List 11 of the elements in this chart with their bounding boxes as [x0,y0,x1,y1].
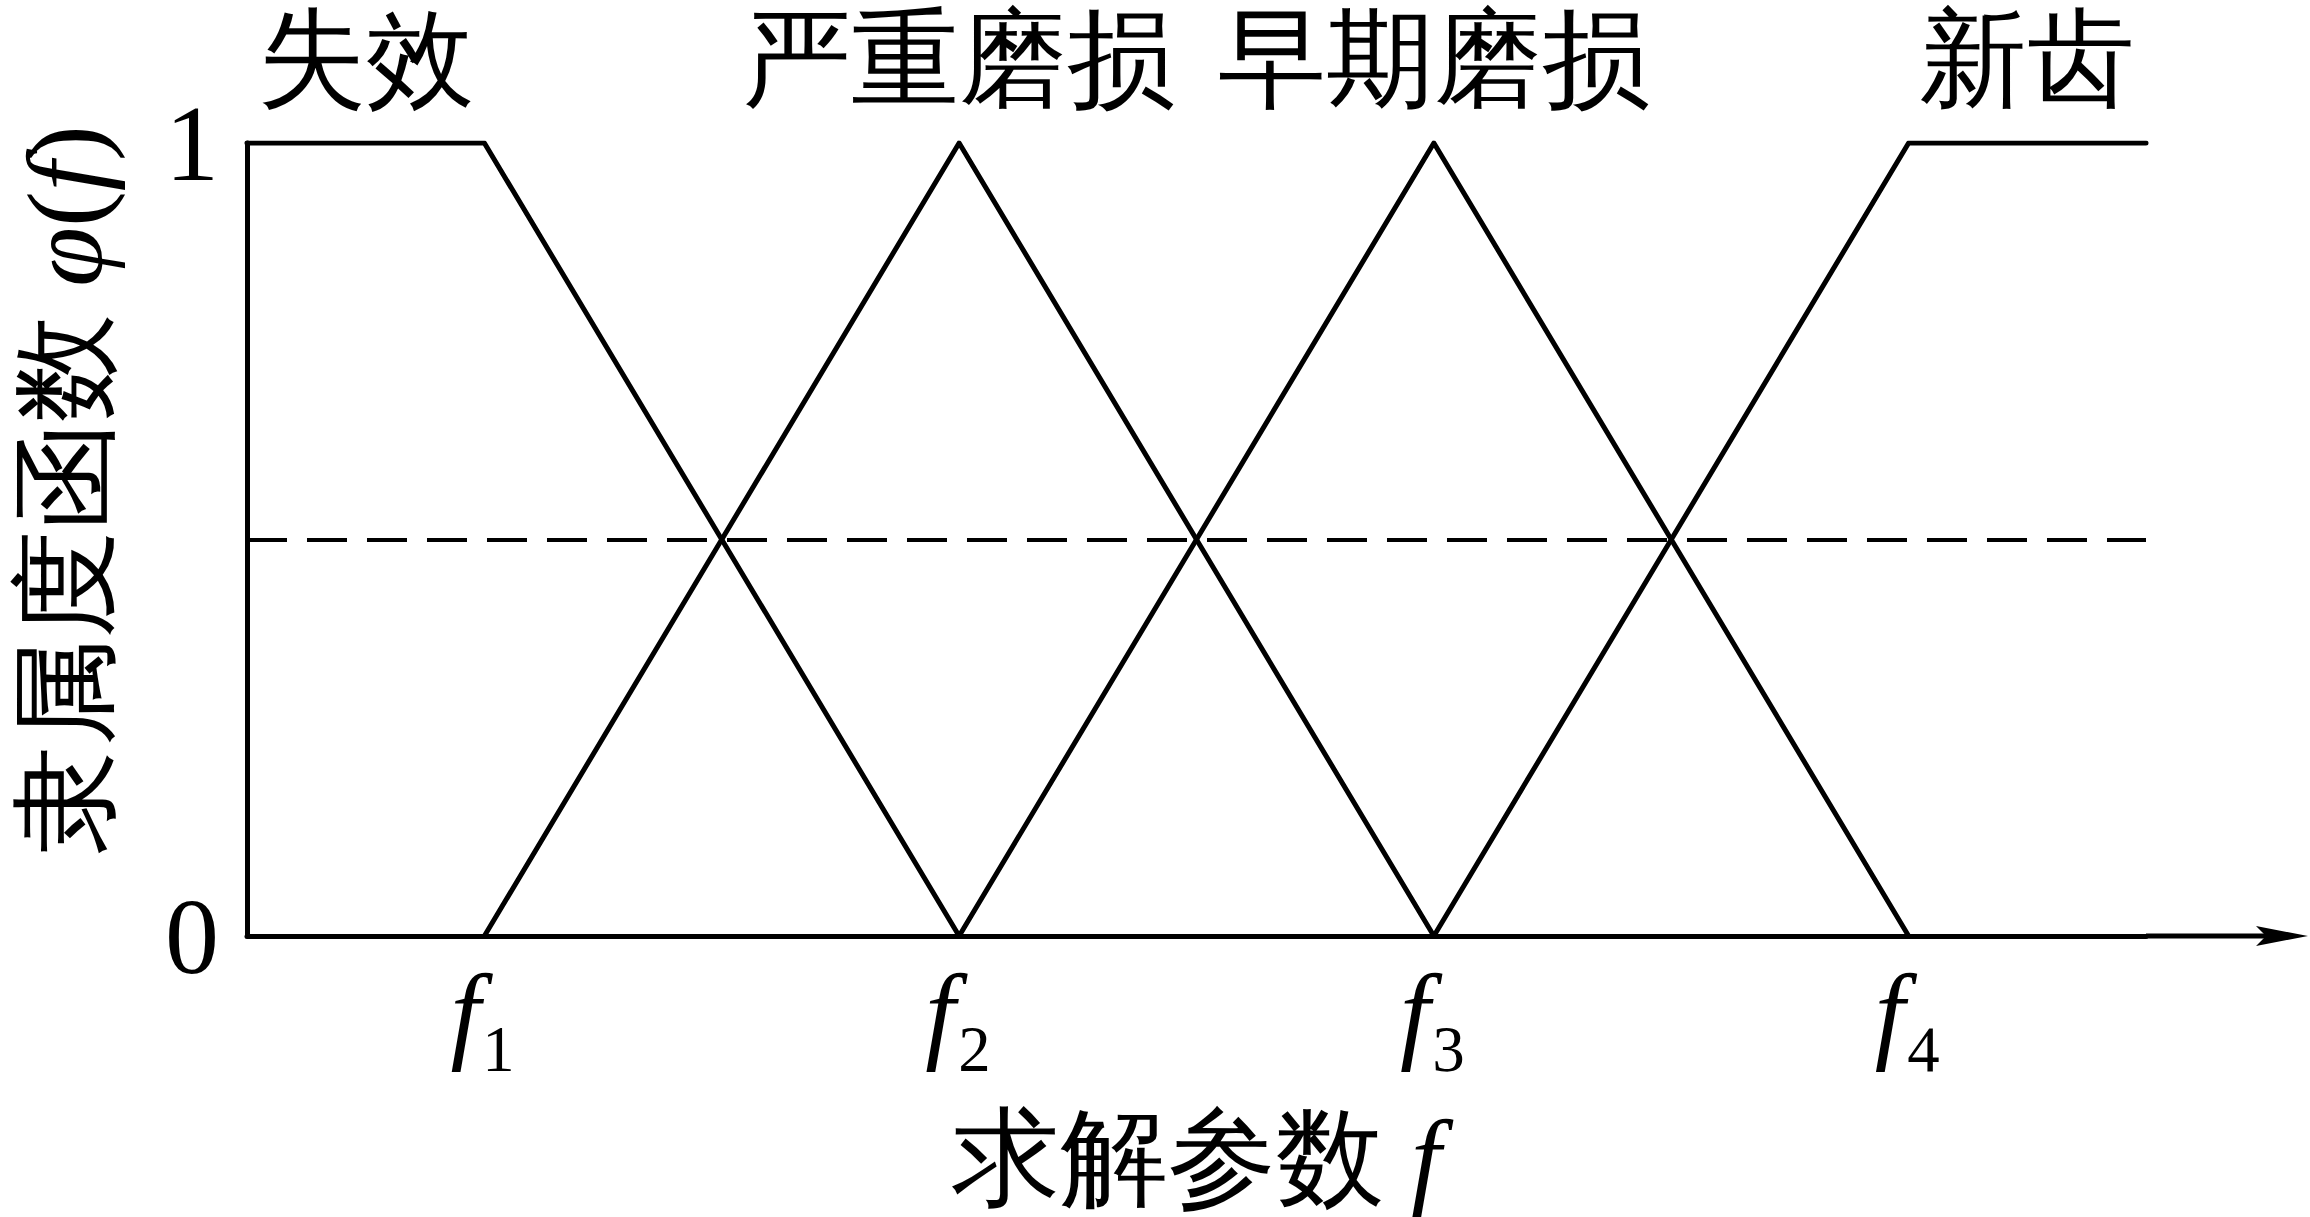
y-axis-title: 隶属度函数 φ(f) [5,125,126,854]
x-tick-label: f₄ [1874,952,1943,1072]
y-tick-label: 0 [165,876,219,996]
x-tick-label: f₁ [450,952,519,1072]
series-label: 新齿 [1919,0,2136,119]
y-tick-label: 1 [165,83,219,203]
series-label: 早期磨损 [1217,0,1650,119]
series-label: 失效 [257,0,474,119]
x-tick-label: f₃ [1400,952,1468,1072]
series-label: 严重磨损 [743,0,1176,119]
x-tick-label: f₂ [925,952,993,1072]
